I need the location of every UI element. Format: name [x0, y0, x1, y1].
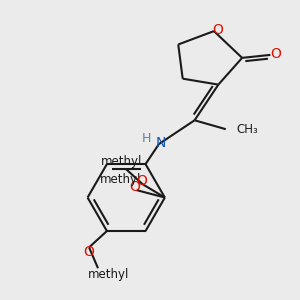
Text: H: H: [142, 132, 151, 145]
Text: methyl: methyl: [88, 268, 129, 281]
Text: O: O: [130, 180, 141, 194]
Text: CH₃: CH₃: [236, 123, 258, 136]
Text: methyl: methyl: [101, 155, 142, 168]
Text: O: O: [270, 47, 281, 61]
Text: N: N: [155, 136, 166, 150]
Text: O: O: [136, 174, 147, 188]
Text: O: O: [212, 22, 223, 37]
Text: methyl: methyl: [100, 173, 141, 186]
Text: O: O: [84, 245, 94, 259]
